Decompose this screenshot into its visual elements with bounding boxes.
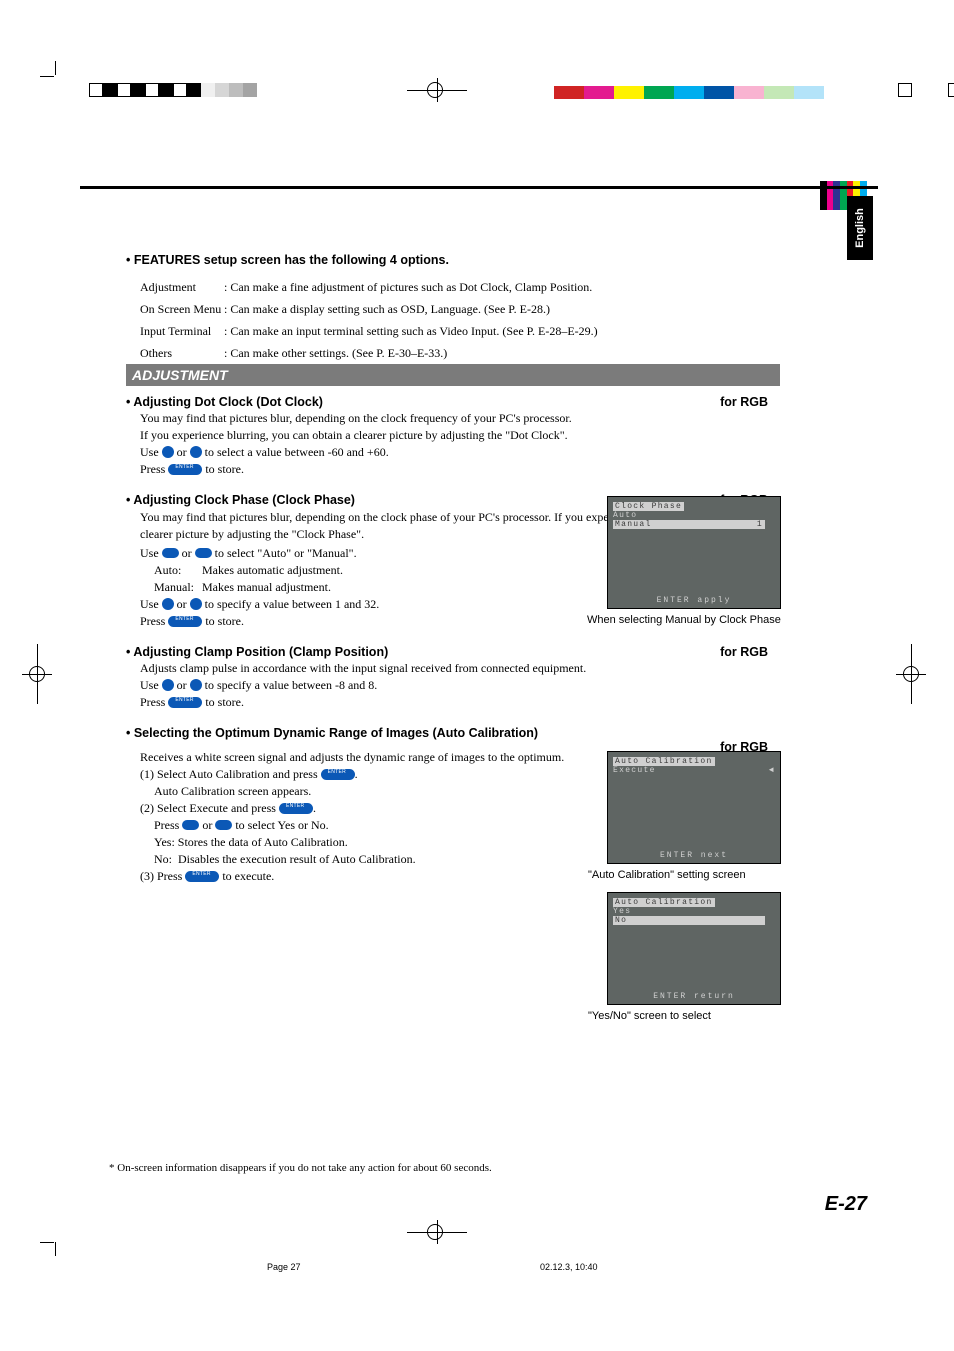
scr3-l3: No xyxy=(615,916,627,925)
dotclock-header: • Adjusting Dot Clock (Dot Clock) for RG… xyxy=(126,395,768,409)
footnote: * On-screen information disappears if yo… xyxy=(109,1162,492,1174)
density-row-right xyxy=(898,83,954,97)
clamp-tag: for RGB xyxy=(720,645,768,659)
scr2-mark: ◄ xyxy=(769,766,775,775)
scr2-l1: Auto Calibration xyxy=(613,757,715,766)
scr3-l1: Auto Calibration xyxy=(613,898,715,907)
right-icon xyxy=(190,598,202,610)
color-row xyxy=(554,86,824,99)
up-icon xyxy=(215,820,232,830)
enter-icon xyxy=(168,697,202,708)
left-icon xyxy=(162,679,174,691)
up-icon xyxy=(195,548,212,558)
dotclock-p2: If you experience blurring, you can obta… xyxy=(126,428,768,443)
footer-right: 02.12.3, 10:40 xyxy=(540,1262,598,1272)
clamp-p1: Adjusts clamp pulse in accordance with t… xyxy=(126,661,768,676)
scr2-caption: "Auto Calibration" setting screen xyxy=(588,869,746,881)
language-tab-label: English xyxy=(854,208,866,248)
page-number: E-27 xyxy=(825,1193,867,1216)
dotclock-p3: Use or to select a value between -60 and… xyxy=(126,445,768,460)
autocal-title: • Selecting the Optimum Dynamic Range of… xyxy=(126,726,538,740)
adjustment-bar-label: ADJUSTMENT xyxy=(132,367,228,383)
scr1-caption: When selecting Manual by Clock Phase xyxy=(587,614,781,626)
clamp-p3: Press to store. xyxy=(126,695,768,710)
scr1-l2: Auto xyxy=(613,511,775,520)
left-icon xyxy=(162,446,174,458)
left-icon xyxy=(162,598,174,610)
screen-autocal: Auto Calibration Execute ◄ ENTER next xyxy=(607,751,781,864)
enter-icon xyxy=(321,769,355,780)
screen-clockphase: Clock Phase Auto Manual 1 ENTER apply xyxy=(607,496,781,609)
scr1-val: 1 xyxy=(757,520,763,529)
footer-left: Page 27 xyxy=(267,1262,301,1272)
right-icon xyxy=(190,446,202,458)
screen-yesno: Auto Calibration Yes No ENTER return xyxy=(607,892,781,1005)
density-row-left xyxy=(89,83,257,97)
right-icon xyxy=(190,679,202,691)
scr2-l2: Execute xyxy=(613,766,656,775)
reg-circle-right xyxy=(903,666,919,682)
enter-icon xyxy=(168,464,202,475)
enter-icon xyxy=(279,803,313,814)
enter-icon xyxy=(168,616,202,627)
clamp-header: • Adjusting Clamp Position (Clamp Positi… xyxy=(126,645,768,659)
features-block: • FEATURES setup screen has the followin… xyxy=(126,251,766,362)
adjustment-bar: ADJUSTMENT xyxy=(126,364,780,386)
autocal-header: • Selecting the Optimum Dynamic Range of… xyxy=(126,726,768,740)
reg-circle-left xyxy=(29,666,45,682)
top-rule xyxy=(80,186,878,189)
dotclock-p4: Press to store. xyxy=(126,462,768,477)
scr1-l3: Manual xyxy=(615,520,652,529)
clamp-p2: Use or to specify a value between -8 and… xyxy=(126,678,768,693)
language-tab: English xyxy=(847,196,873,260)
scr2-foot: ENTER next xyxy=(608,851,780,860)
down-icon xyxy=(162,548,179,558)
down-icon xyxy=(182,820,199,830)
dotclock-title: • Adjusting Dot Clock (Dot Clock) xyxy=(126,395,323,409)
scr3-caption: "Yes/No" screen to select xyxy=(588,1010,711,1022)
reg-circle-bot xyxy=(427,1224,443,1240)
enter-icon xyxy=(185,871,219,882)
scr3-foot: ENTER return xyxy=(608,992,780,1001)
features-title: • FEATURES setup screen has the followin… xyxy=(126,251,766,270)
scr3-l2: Yes xyxy=(613,907,775,916)
dotclock-tag: for RGB xyxy=(720,395,768,409)
clockphase-title: • Adjusting Clock Phase (Clock Phase) xyxy=(126,493,355,507)
dotclock-p1: You may find that pictures blur, dependi… xyxy=(126,411,768,426)
reg-circle-top xyxy=(427,82,443,98)
scr1-foot: ENTER apply xyxy=(608,596,780,605)
clamp-title: • Adjusting Clamp Position (Clamp Positi… xyxy=(126,645,388,659)
scr1-l1: Clock Phase xyxy=(613,502,684,511)
